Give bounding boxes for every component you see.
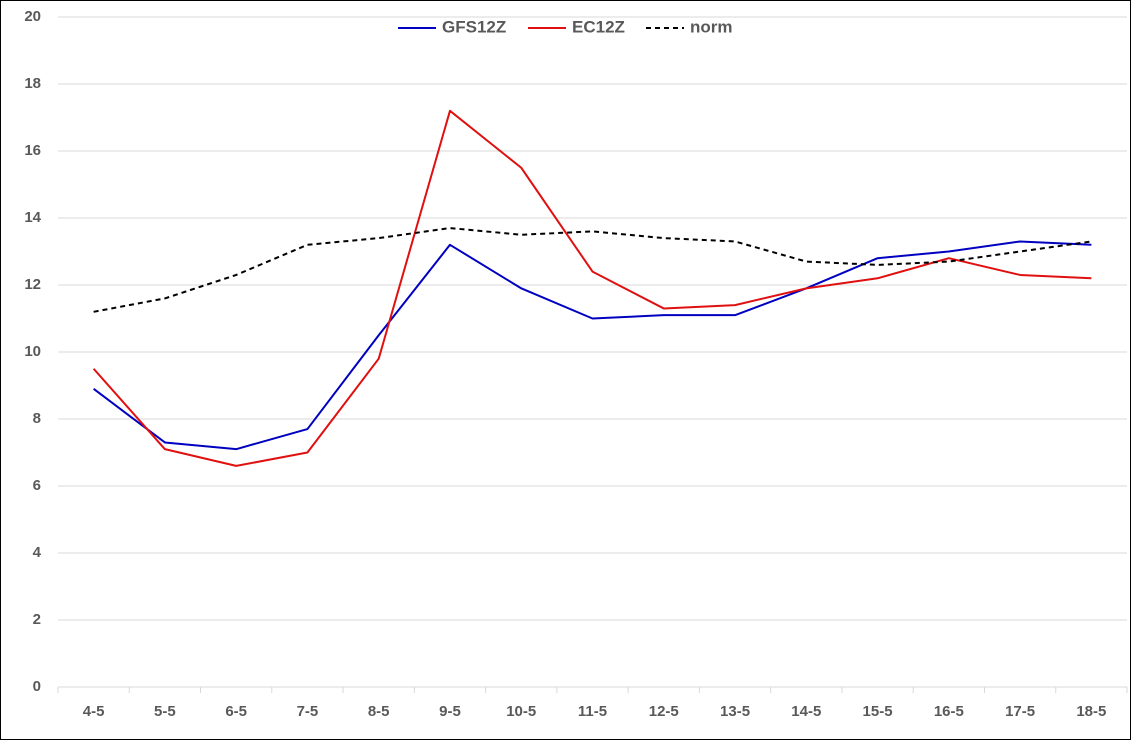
y-tick-label: 10 <box>24 343 41 360</box>
y-tick-label: 0 <box>33 678 41 695</box>
legend-label: GFS12Z <box>442 17 506 36</box>
x-tick-label: 12-5 <box>649 703 679 720</box>
x-tick-label: 8-5 <box>368 703 390 720</box>
legend: GFS12Z EC12Z norm <box>398 17 733 36</box>
x-tick-label: 17-5 <box>1005 703 1035 720</box>
y-tick-label: 20 <box>24 8 41 25</box>
y-tick-label: 14 <box>24 209 41 226</box>
x-tick-label: 10-5 <box>506 703 536 720</box>
x-tick-label: 13-5 <box>720 703 750 720</box>
y-tick-label: 16 <box>24 142 41 159</box>
legend-label: EC12Z <box>572 17 625 36</box>
y-tick-label: 18 <box>24 75 41 92</box>
y-tick-label: 4 <box>33 544 42 561</box>
x-tick-label: 11-5 <box>578 703 607 720</box>
x-tick-label: 18-5 <box>1076 703 1106 720</box>
x-tick-label: 7-5 <box>297 703 319 720</box>
series-line <box>93 240 1092 451</box>
x-tick-label: 16-5 <box>934 703 964 720</box>
x-tick-label: 4-5 <box>83 703 105 720</box>
series-line <box>92 109 1092 467</box>
x-tick-label: 15-5 <box>863 703 893 720</box>
x-tick-label: 5-5 <box>154 703 176 720</box>
series-line <box>93 227 1092 313</box>
y-tick-label: 2 <box>33 611 41 628</box>
y-tick-label: 6 <box>33 477 41 494</box>
legend-label: norm <box>690 17 733 36</box>
y-tick-label: 12 <box>24 276 41 293</box>
y-tick-label: 8 <box>33 410 41 427</box>
x-tick-label: 9-5 <box>439 703 461 720</box>
x-tick-label: 6-5 <box>225 703 247 720</box>
x-tick-label: 14-5 <box>791 703 821 720</box>
